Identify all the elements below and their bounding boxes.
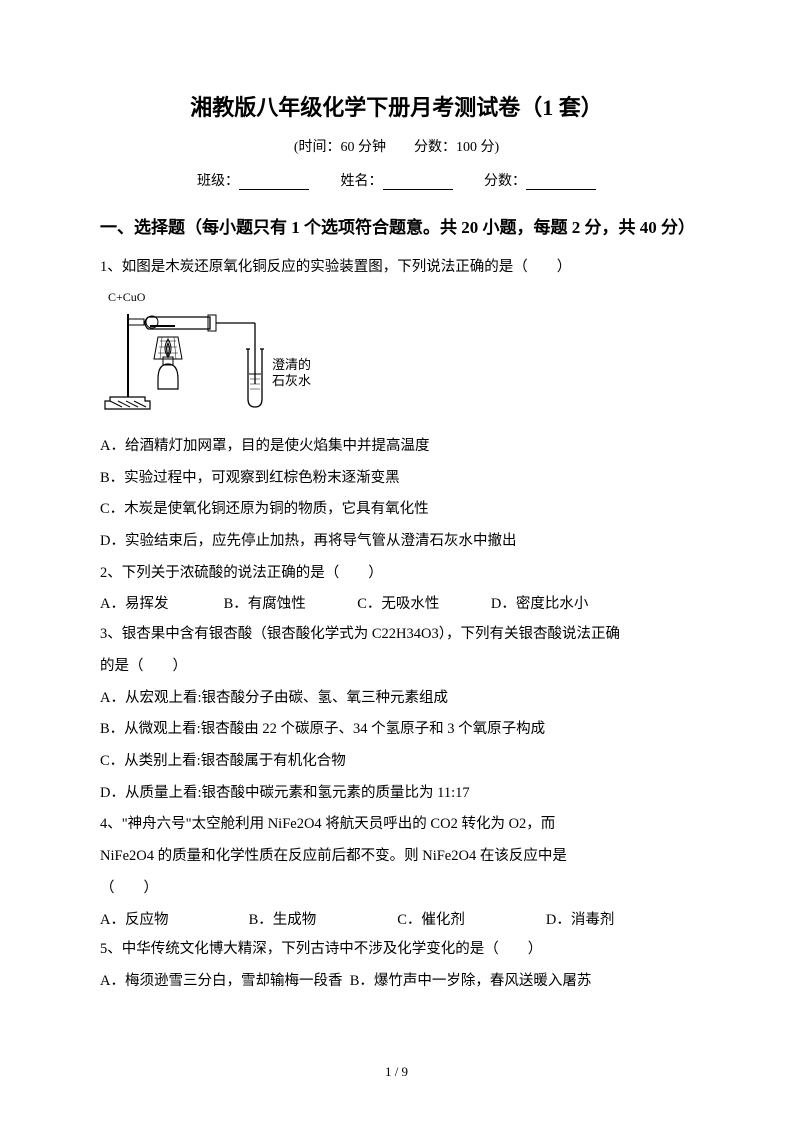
q3-option-d: D．从质量上看:银杏酸中碳元素和氢元素的质量比为 11:17 [100, 779, 693, 809]
q4-stem-line2: NiFe2O4 的质量和化学性质在反应前后都不变。则 NiFe2O4 在该反应中… [100, 842, 693, 872]
name-blank[interactable] [383, 174, 453, 190]
q4-stem-line3: （ ） [100, 874, 693, 904]
score-label: 分数： [484, 174, 526, 189]
q3-option-a: A．从宏观上看:银杏酸分子由碳、氢、氧三种元素组成 [100, 684, 693, 714]
svg-text:澄清的: 澄清的 [272, 357, 311, 372]
q1-stem: 1、如图是木炭还原氧化铜反应的实验装置图，下列说法正确的是（ ） [100, 253, 693, 283]
q4-option-d: D．消毒剂 [546, 906, 614, 936]
experiment-diagram-icon: C+CuO [100, 289, 340, 419]
q4-option-b: B．生成物 [249, 906, 394, 936]
page-number: 1 / 9 [0, 1064, 793, 1080]
q4-option-c: C．催化剂 [397, 906, 542, 936]
info-row: 班级： 姓名： 分数： [100, 170, 693, 190]
class-label: 班级： [197, 174, 239, 189]
q5-option-b: B．爆竹声中一岁除，春风送暖入屠苏 [350, 967, 592, 997]
score-blank[interactable] [526, 174, 596, 190]
subtitle: (时间：60 分钟 分数：100 分) [100, 136, 693, 156]
q1-diagram: C+CuO [100, 289, 693, 424]
q3-option-c: C．从类别上看:银杏酸属于有机化合物 [100, 747, 693, 777]
q5-option-a: A．梅须逊雪三分白，雪却输梅一段香 [100, 967, 342, 997]
q3-stem-line2: 的是（ ） [100, 652, 693, 682]
q1-option-b: B．实验过程中，可观察到红棕色粉末逐渐变黑 [100, 464, 693, 494]
q3-stem-line1: 3、银杏果中含有银杏酸（银杏酸化学式为 C22H34O3），下列有关银杏酸说法正… [100, 620, 693, 650]
q4-stem-line1: 4、"神舟六号"太空舱利用 NiFe2O4 将航天员呼出的 CO2 转化为 O2… [100, 810, 693, 840]
q2-option-b: B．有腐蚀性 [224, 590, 354, 620]
q2-option-c: C．无吸水性 [357, 590, 487, 620]
q1-option-c: C．木炭是使氧化铜还原为铜的物质，它具有氧化性 [100, 495, 693, 525]
q4-options: A．反应物 B．生成物 C．催化剂 D．消毒剂 [100, 906, 693, 936]
q3-option-b: B．从微观上看:银杏酸由 22 个碳原子、34 个氢原子和 3 个氧原子构成 [100, 715, 693, 745]
q2-option-a: A．易挥发 [100, 590, 220, 620]
svg-text:石灰水: 石灰水 [272, 373, 311, 388]
class-blank[interactable] [239, 174, 309, 190]
q5-stem: 5、中华传统文化博大精深，下列古诗中不涉及化学变化的是（ ） [100, 935, 693, 965]
page-title: 湘教版八年级化学下册月考测试卷（1 套） [100, 90, 693, 122]
section-1-header: 一、选择题（每小题只有 1 个选项符合题意。共 20 小题，每题 2 分，共 4… [100, 208, 693, 247]
name-label: 姓名： [341, 174, 383, 189]
svg-text:C+CuO: C+CuO [108, 290, 146, 304]
q2-options: A．易挥发 B．有腐蚀性 C．无吸水性 D．密度比水小 [100, 590, 693, 620]
q1-option-d: D．实验结束后，应先停止加热，再将导气管从澄清石灰水中撤出 [100, 527, 693, 557]
q2-option-d: D．密度比水小 [491, 590, 588, 620]
q2-stem: 2、下列关于浓硫酸的说法正确的是（ ） [100, 559, 693, 589]
q5-options: A．梅须逊雪三分白，雪却输梅一段香 B．爆竹声中一岁除，春风送暖入屠苏 [100, 967, 693, 997]
q4-option-a: A．反应物 [100, 906, 245, 936]
q1-option-a: A．给酒精灯加网罩，目的是使火焰集中并提高温度 [100, 432, 693, 462]
